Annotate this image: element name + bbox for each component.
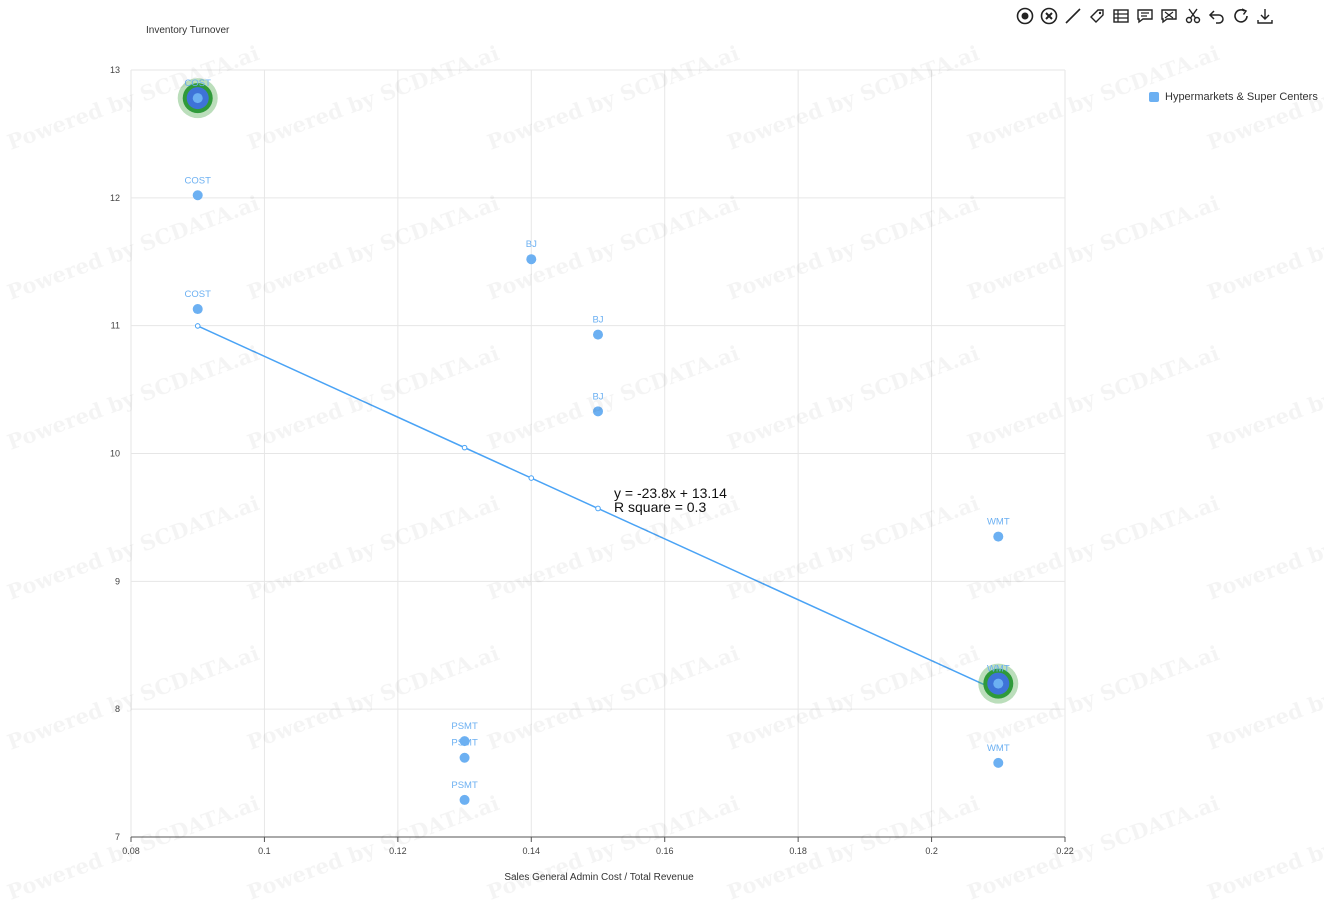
tag-icon bbox=[1090, 9, 1104, 23]
data-point[interactable] bbox=[593, 329, 603, 340]
trendline-r-square: R square = 0.3 bbox=[614, 499, 706, 515]
refresh-button[interactable] bbox=[1230, 5, 1252, 27]
data-point-label: PSMT bbox=[451, 780, 478, 791]
table-icon bbox=[1113, 9, 1129, 23]
data-point[interactable] bbox=[993, 757, 1004, 768]
data-point-label: BJ bbox=[526, 239, 537, 250]
data-point[interactable] bbox=[192, 93, 203, 104]
scissors-icon bbox=[1185, 8, 1201, 24]
target-button[interactable] bbox=[1014, 5, 1036, 27]
y-tick-label: 11 bbox=[111, 321, 120, 331]
y-axis-title: Inventory Turnover bbox=[146, 25, 230, 36]
data-point-label: PSMT bbox=[451, 738, 478, 749]
data-point-label: BJ bbox=[592, 391, 603, 402]
undo-button[interactable] bbox=[1206, 5, 1228, 27]
legend-label: Hypermarkets & Super Centers bbox=[1165, 91, 1318, 103]
line-icon bbox=[1065, 8, 1081, 24]
scissors-button[interactable] bbox=[1182, 5, 1204, 27]
data-point[interactable] bbox=[593, 406, 603, 417]
data-point[interactable] bbox=[526, 254, 537, 265]
download-icon bbox=[1257, 9, 1273, 24]
data-point-label: COST bbox=[185, 78, 212, 89]
data-point[interactable] bbox=[993, 531, 1004, 542]
x-axis-title: Sales General Admin Cost / Total Revenue bbox=[504, 872, 694, 883]
refresh-icon bbox=[1234, 8, 1248, 23]
comment-off-button[interactable] bbox=[1158, 5, 1180, 27]
comment-button[interactable] bbox=[1134, 5, 1156, 27]
y-tick-label: 7 bbox=[115, 832, 120, 842]
target-icon bbox=[1016, 7, 1034, 25]
trendline-equation: y = -23.8x + 13.14 bbox=[614, 485, 727, 501]
data-point-label: BJ bbox=[592, 315, 603, 326]
data-point[interactable] bbox=[459, 794, 470, 805]
close-circle-button[interactable] bbox=[1038, 5, 1060, 27]
data-point-label: COST bbox=[185, 289, 212, 300]
grid bbox=[130, 69, 1066, 838]
legend-item[interactable]: Hypermarkets & Super Centers bbox=[1149, 91, 1318, 103]
data-point[interactable] bbox=[993, 678, 1004, 689]
data-point-label: WMT bbox=[987, 664, 1010, 675]
trendline-marker bbox=[528, 475, 535, 481]
data-point-label: WMT bbox=[987, 743, 1010, 754]
x-tick-label: 0.18 bbox=[789, 846, 807, 856]
data-point[interactable] bbox=[192, 304, 203, 315]
data-point-label: COST bbox=[185, 175, 212, 186]
undo-icon bbox=[1208, 10, 1224, 24]
data-point[interactable] bbox=[459, 752, 470, 763]
table-button[interactable] bbox=[1110, 5, 1132, 27]
data-point[interactable] bbox=[459, 736, 470, 747]
x-tick-label: 0.22 bbox=[1056, 846, 1074, 856]
trendline-marker bbox=[194, 323, 201, 329]
data-point-label: PSMT bbox=[451, 721, 478, 732]
y-tick-label: 9 bbox=[115, 576, 120, 586]
x-tick-label: 0.12 bbox=[389, 846, 407, 856]
y-tick-label: 8 bbox=[115, 704, 120, 714]
data-point[interactable] bbox=[192, 190, 203, 201]
x-tick-label: 0.1 bbox=[258, 846, 271, 856]
comment-off-icon bbox=[1161, 9, 1177, 24]
legend-swatch bbox=[1149, 92, 1159, 102]
x-tick-label: 0.08 bbox=[122, 846, 140, 856]
trendline-marker bbox=[461, 444, 468, 451]
x-tick-label: 0.2 bbox=[925, 846, 938, 856]
x-tick-label: 0.14 bbox=[523, 846, 541, 856]
comment-icon bbox=[1137, 9, 1153, 24]
y-tick-label: 10 bbox=[110, 449, 120, 459]
line-button[interactable] bbox=[1062, 5, 1084, 27]
close-circle-icon bbox=[1040, 7, 1058, 25]
y-tick-label: 13 bbox=[110, 65, 120, 75]
download-button[interactable] bbox=[1254, 5, 1276, 27]
x-tick-label: 0.16 bbox=[656, 846, 674, 856]
data-point-label: WMT bbox=[987, 517, 1010, 528]
y-tick-label: 12 bbox=[110, 193, 120, 203]
tag-button[interactable] bbox=[1086, 5, 1108, 27]
trendline-marker bbox=[595, 505, 601, 512]
chart-toolbar bbox=[1014, 5, 1276, 27]
